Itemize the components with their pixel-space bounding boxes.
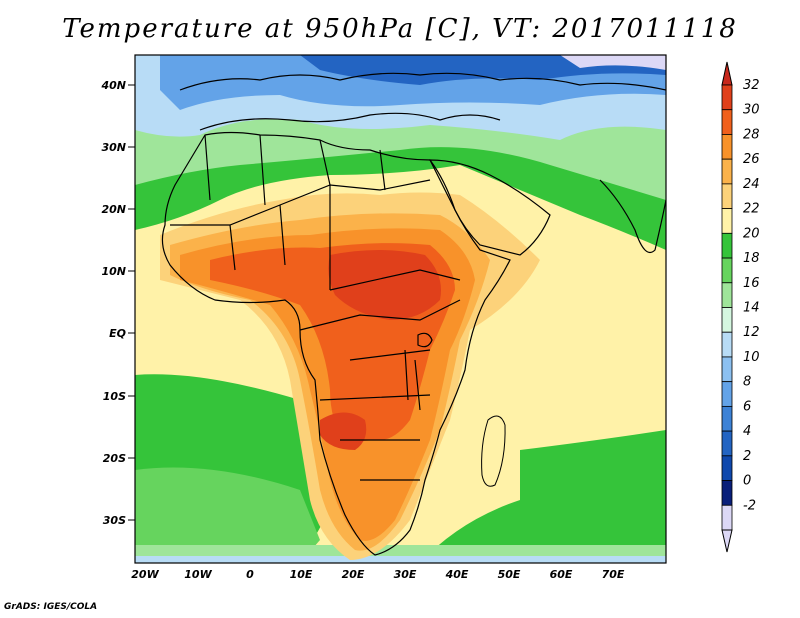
colorbar-label: 20 xyxy=(743,226,760,241)
coastlines xyxy=(161,72,666,556)
colorbar-cell xyxy=(721,331,733,358)
longitude-axis: 20W 10W 0 10E 20E 30E 40E 50E 60E 70E xyxy=(131,568,625,581)
colorbar-cell xyxy=(721,232,733,259)
colorbar-label: 4 xyxy=(743,424,751,439)
colorbar-cell xyxy=(721,480,733,506)
lat-label-20n: 20N xyxy=(101,203,126,216)
south-atlantic-lightgreen xyxy=(135,467,320,563)
north-lavender-corner xyxy=(560,55,666,70)
lat-label-40n: 40N xyxy=(100,79,126,92)
lon-label-60e: 60E xyxy=(550,568,573,581)
lat-label-10s: 10S xyxy=(103,390,126,403)
colorbar-cell xyxy=(721,183,733,210)
lon-label-50e: 50E xyxy=(498,568,521,581)
colorbar-label: 22 xyxy=(743,202,760,217)
colorbar-cell xyxy=(721,134,733,160)
lon-label-10e: 10E xyxy=(290,568,313,581)
lon-label-40e: 40E xyxy=(445,568,469,581)
colorbar-cell xyxy=(721,356,733,383)
lat-label-30s: 30S xyxy=(103,514,126,527)
colorbar-label: 12 xyxy=(743,325,760,340)
colorbar-label: 18 xyxy=(743,251,760,266)
grads-credit: GrADS: IGES/COLA xyxy=(4,602,98,612)
colorbar-label: 10 xyxy=(743,350,760,365)
lon-label-70e: 70E xyxy=(602,568,625,581)
lon-label-0: 0 xyxy=(246,568,254,581)
lat-label-30n: 30N xyxy=(101,141,126,154)
colorbar-cell xyxy=(721,455,733,481)
colorbar-label: 30 xyxy=(743,103,760,118)
rift-lakes xyxy=(404,349,421,411)
lake-victoria xyxy=(417,332,433,348)
south-indian-green xyxy=(420,430,666,563)
lon-label-10w: 10W xyxy=(184,568,212,581)
colorbar-label: 16 xyxy=(743,276,760,291)
colorbar-label: 6 xyxy=(743,399,751,414)
lon-label-20e: 20E xyxy=(342,568,365,581)
temperature-field xyxy=(135,55,666,563)
africa-hot-32-south xyxy=(320,412,367,450)
border-north-africa xyxy=(204,134,386,206)
border-central-africa xyxy=(299,269,461,481)
south-edge-blue xyxy=(135,556,666,563)
lat-label-10n: 10N xyxy=(101,265,126,278)
india-coastline xyxy=(599,179,666,254)
colorbar-cell xyxy=(721,257,733,284)
latitude-axis: 40N 30N 20N 10N EQ 10S 20S 30S xyxy=(100,79,135,527)
colorbar-cell xyxy=(721,84,733,111)
africa-hot-32 xyxy=(328,250,441,320)
arabia-coastline xyxy=(429,159,551,256)
colorbar-max-arrow xyxy=(721,61,733,86)
colorbar-cell xyxy=(721,430,733,457)
colorbar-min-arrow xyxy=(721,529,733,553)
colorbar-cell xyxy=(721,307,733,333)
colorbar-label: -2 xyxy=(743,498,756,513)
lat-label-20s: 20S xyxy=(103,452,126,465)
colorbar-label: 0 xyxy=(743,474,751,489)
mediterranean-coastline xyxy=(199,112,501,131)
colorbar-label: 26 xyxy=(743,152,760,167)
colorbar-cell xyxy=(721,381,733,407)
colorbar-label: 32 xyxy=(743,78,760,93)
colorbar-cell xyxy=(721,504,733,531)
colorbar-cells xyxy=(721,84,733,531)
border-west-africa xyxy=(170,179,431,290)
lat-label-eq: EQ xyxy=(109,327,126,340)
colorbar-cell xyxy=(721,158,733,185)
colorbar-cell xyxy=(721,208,733,234)
lon-label-30e: 30E xyxy=(394,568,417,581)
colorbar-label: 8 xyxy=(743,375,751,390)
colorbar-label: 14 xyxy=(743,301,760,316)
europe-coastline xyxy=(179,72,666,91)
colorbar-label: 2 xyxy=(743,449,751,464)
lon-label-20w: 20W xyxy=(131,568,159,581)
madagascar xyxy=(481,415,506,487)
colorbar-label: 24 xyxy=(743,177,760,192)
map-title: Temperature at 950hPa [C], VT: 201701111… xyxy=(62,14,738,44)
colorbar-cell xyxy=(721,282,733,308)
colorbar-label: 28 xyxy=(743,127,760,142)
colorbar-cell xyxy=(721,109,733,135)
plot-frame xyxy=(134,54,667,564)
colorbar-cell xyxy=(721,405,733,432)
